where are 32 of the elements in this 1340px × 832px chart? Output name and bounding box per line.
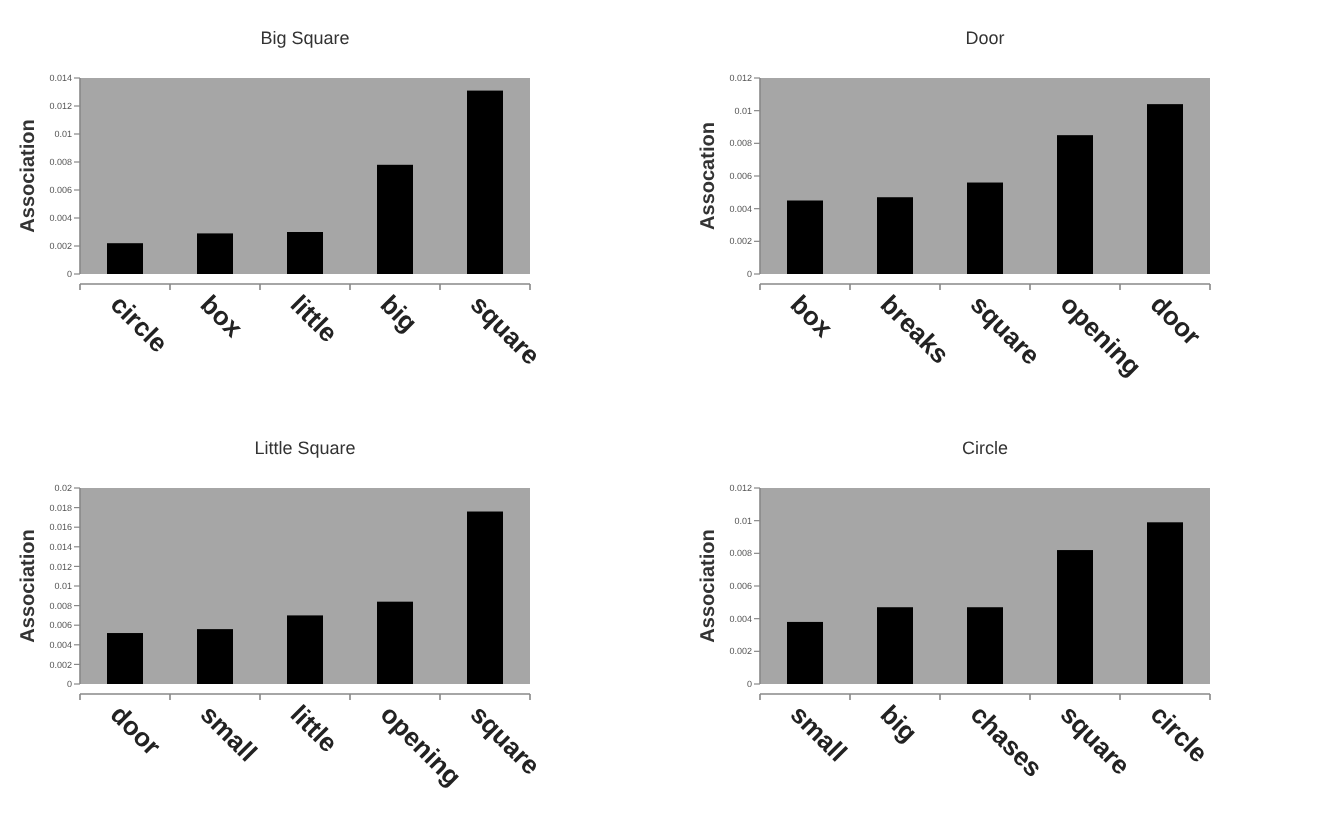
x-tick-label: box (784, 289, 840, 345)
chart-title: Door (965, 28, 1005, 48)
y-axis-title: Assocation (698, 122, 720, 230)
bar (377, 601, 413, 684)
bar (877, 197, 913, 274)
bar (197, 629, 233, 684)
x-tick-label: big (374, 289, 424, 338)
x-tick-label: big (874, 699, 924, 748)
bar (787, 200, 823, 274)
bar (1057, 135, 1093, 274)
bar (377, 164, 413, 274)
bar (1057, 550, 1093, 684)
bar (1147, 104, 1183, 274)
bar (197, 233, 233, 274)
chart-title: Big Square (260, 28, 350, 48)
bar (787, 621, 823, 684)
y-axis-title: Association (18, 529, 40, 643)
chart-title: Circle (961, 438, 1009, 458)
y-axis-title: Association (698, 529, 720, 643)
chart-title: Little Square (254, 438, 356, 458)
x-tick-label: box (194, 289, 250, 345)
bar (967, 182, 1003, 274)
bar (467, 511, 503, 684)
bar (287, 615, 323, 684)
bar (467, 90, 503, 274)
bar (287, 232, 323, 274)
bar (967, 607, 1003, 684)
bar (107, 243, 143, 274)
bar (107, 633, 143, 684)
bar (1147, 522, 1183, 684)
bar (877, 607, 913, 684)
y-axis-title: Association (18, 119, 40, 233)
